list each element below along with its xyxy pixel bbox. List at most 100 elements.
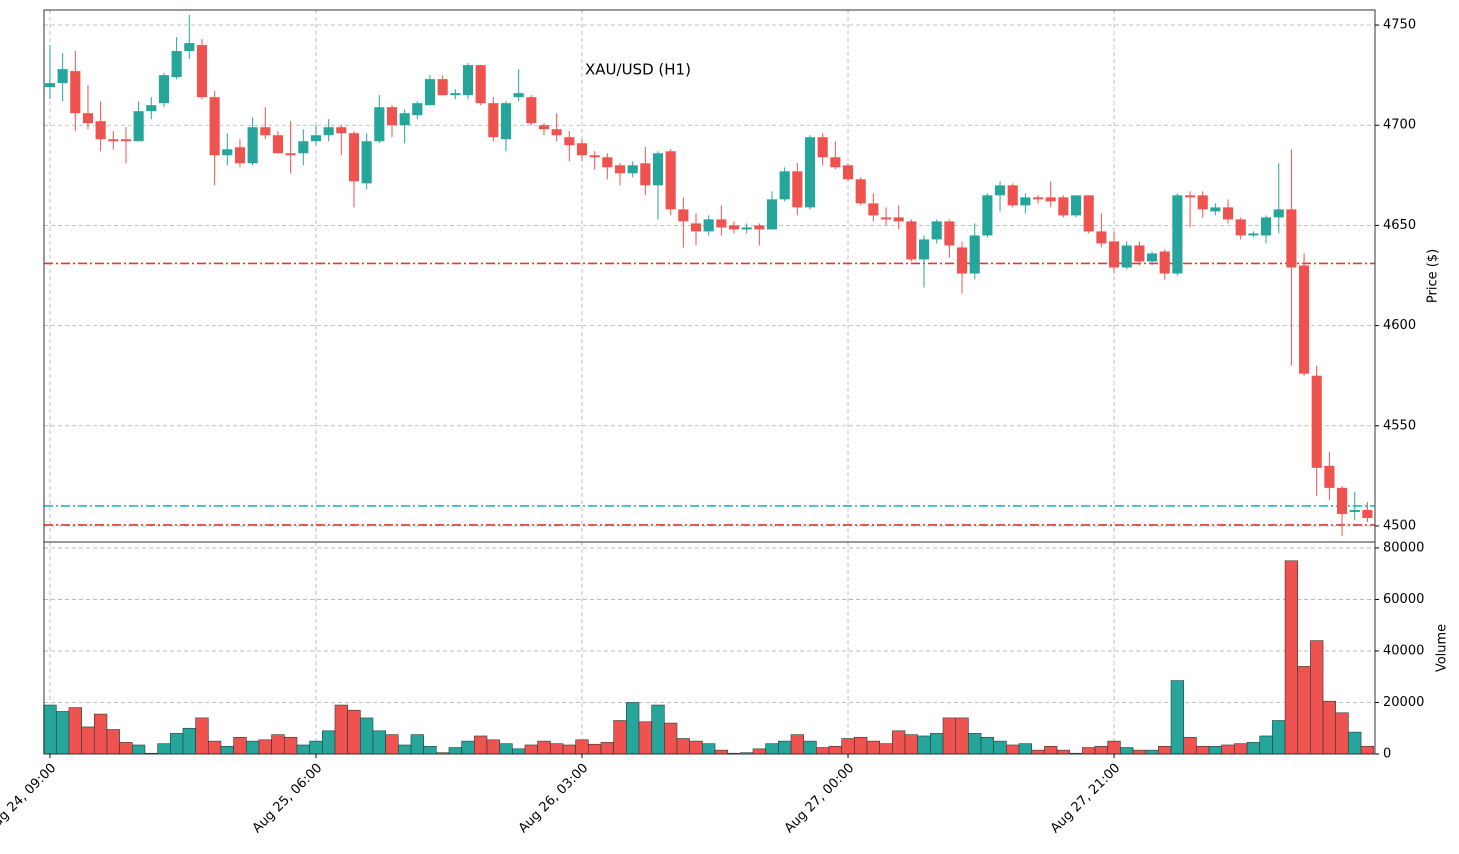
candle-body [361,141,372,184]
candle-body [70,71,81,114]
y-tick-label: 4700 [1383,118,1416,133]
volume-bar [93,713,108,755]
volume-bar [651,704,665,755]
volume-bar [1056,749,1071,755]
volume-bar [702,743,716,755]
candle-body [234,147,246,164]
volume-bar [790,734,804,755]
volume-bar [512,748,526,755]
candle-body [994,185,1006,196]
candle-body [728,225,740,230]
volume-bar [1246,742,1261,755]
candle-body [918,239,930,260]
candle-body [133,111,144,142]
volume-bar [322,730,336,755]
candle-body [678,209,689,222]
volume-bar [752,748,766,755]
volume-bar [1322,700,1337,755]
volume-bar [360,717,374,755]
candle-body [855,179,866,204]
candle-body [209,97,220,156]
volume-bar [676,738,690,755]
volume-bar [550,743,564,755]
volume-bar [816,747,830,755]
candle-body [1184,195,1196,198]
volume-bar [1183,736,1197,755]
candle-body [399,113,410,126]
candle-body [1032,197,1044,200]
candle-body [1222,207,1234,220]
volume-bar [309,740,323,755]
candle-body [627,165,638,174]
candle-body [1070,195,1082,216]
candle-body [120,139,132,142]
volume-bar [1107,740,1121,755]
candle-body [1045,197,1056,202]
volume-bar [562,744,576,755]
volume-bar [626,702,640,755]
candle-body [1349,509,1360,512]
volume-bar [1360,745,1375,755]
candle-body [614,165,626,174]
candle-body [652,153,664,186]
candle-body [1007,185,1018,206]
candle-body [298,141,309,154]
x-tick-label: Aug 27, 00:00 [782,761,858,837]
volume-bar [271,734,285,755]
candle-body [95,121,106,140]
candle-body [576,143,588,156]
candle-body [1197,195,1208,210]
volume-bar [1158,745,1172,755]
volume-bar [955,717,969,755]
candle-body [880,217,892,220]
candle-body [830,157,841,168]
candle-body [1311,375,1322,468]
x-tick-label: Aug 25, 06:00 [250,761,326,837]
chart-title: XAU/USD (H1) [585,61,691,79]
candle-body [817,137,828,158]
volume-bar [233,736,247,755]
volume-bar [372,730,386,755]
y-tick-label: 4550 [1383,418,1416,433]
x-tick-label: Aug 27, 21:00 [1048,761,1124,837]
y-tick-label: 4600 [1383,318,1416,333]
x-tick-label: Aug 24, 09:00 [0,761,59,837]
candle-body [1210,207,1221,212]
volume-bar [1234,743,1248,755]
candle-body [1260,217,1272,236]
volume-bar [1120,747,1134,755]
candle-body [310,135,322,142]
panel-frame [43,541,1376,755]
volume-bar [613,720,627,755]
volume-bar [575,739,589,755]
candle-body [336,127,347,134]
volume-bar [195,717,209,755]
volume-bar [423,745,437,755]
volume-bar [841,738,855,755]
candle-body [1020,197,1031,206]
candle-body [158,75,170,104]
y-tick-label: 4500 [1383,518,1416,533]
candle-body [1324,465,1335,488]
volume-bar [1094,745,1109,755]
candle-body [348,133,360,182]
volume-bar [537,740,551,755]
candle-body [323,127,334,136]
candle-body [247,127,258,164]
volume-bar [930,733,944,755]
volume-bar [689,740,703,755]
candle-body [488,103,499,138]
volume-bar [347,709,361,755]
volume-bar [258,739,272,755]
volume-bar [904,734,918,755]
candle-body [462,65,474,96]
candle-body [374,107,385,142]
candle-body [842,165,854,180]
volume-axis-label: Volume [1435,624,1450,672]
volume-bar [524,744,538,755]
candle-body [602,157,613,168]
volume-bar [68,707,82,755]
volume-bar [980,736,995,755]
volume-bar [119,742,133,755]
candle-body [741,227,752,230]
